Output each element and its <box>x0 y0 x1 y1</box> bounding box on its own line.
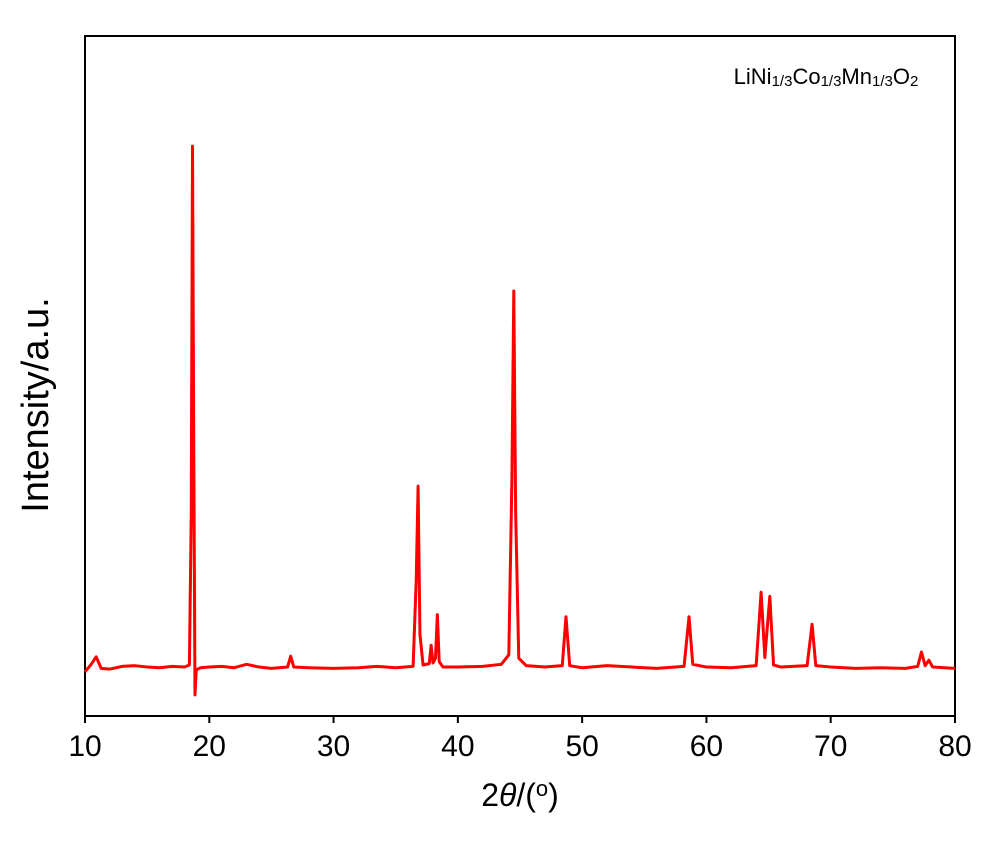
x-axis-label: 2θ/(o) <box>481 776 559 813</box>
x-tick-label: 10 <box>68 730 101 763</box>
plot-frame <box>84 35 956 717</box>
y-axis-label: Intensity/a.u. <box>15 297 57 512</box>
x-tick-label: 20 <box>193 730 226 763</box>
x-tick-label: 40 <box>441 730 474 763</box>
x-tick-label: 70 <box>814 730 847 763</box>
annotation: LiNi1/3Co1/3Mn1/3O2 <box>734 64 919 91</box>
x-tick-label: 60 <box>690 730 723 763</box>
x-tick-label: 80 <box>938 730 971 763</box>
xrd-line <box>83 144 956 697</box>
x-tick-label: 30 <box>317 730 350 763</box>
x-tick-label: 50 <box>565 730 598 763</box>
